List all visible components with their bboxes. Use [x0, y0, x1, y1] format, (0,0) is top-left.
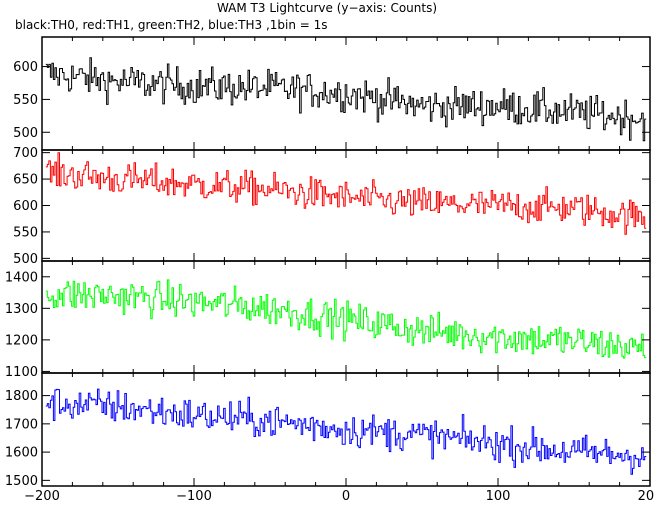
y-tick-label: 500 [13, 126, 38, 141]
y-tick-label: 600 [13, 60, 38, 75]
y-tick-label: 1400 [5, 270, 38, 285]
y-tick-label: 1500 [5, 474, 38, 489]
series-line-th2 [45, 279, 647, 359]
y-tick-label: 1800 [5, 389, 38, 404]
y-tick-label: 1200 [5, 333, 38, 348]
chart-title: WAM T3 Lightcurve (y−axis: Counts) [216, 1, 438, 15]
y-tick-label: 500 [13, 252, 38, 267]
series-line-th3 [45, 388, 647, 475]
panel-frame-th2 [41, 260, 651, 374]
y-tick-label: 1600 [5, 446, 38, 461]
x-tick-label: 200 [638, 489, 654, 504]
x-tick-label: 100 [486, 489, 511, 504]
x-tick-label: −200 [24, 489, 60, 504]
series-line-th0 [45, 57, 647, 142]
x-tick-label: 0 [342, 489, 350, 504]
x-tick-label: −100 [176, 489, 212, 504]
y-tick-label: 1700 [5, 417, 38, 432]
panel-frame-th1 [41, 149, 651, 262]
panel-frame-th3 [41, 372, 651, 487]
series-line-th1 [45, 152, 647, 235]
y-tick-label: 1100 [5, 365, 38, 380]
y-tick-label: 600 [13, 199, 38, 214]
y-tick-label: 550 [13, 225, 38, 240]
y-tick-label: 650 [13, 173, 38, 188]
panel-frame-th0 [41, 36, 651, 151]
chart-subtitle: black:TH0, red:TH1, green:TH2, blue:TH3 … [15, 18, 328, 32]
y-tick-label: 700 [13, 146, 38, 161]
y-tick-label: 550 [13, 93, 38, 108]
y-tick-label: 1300 [5, 302, 38, 317]
